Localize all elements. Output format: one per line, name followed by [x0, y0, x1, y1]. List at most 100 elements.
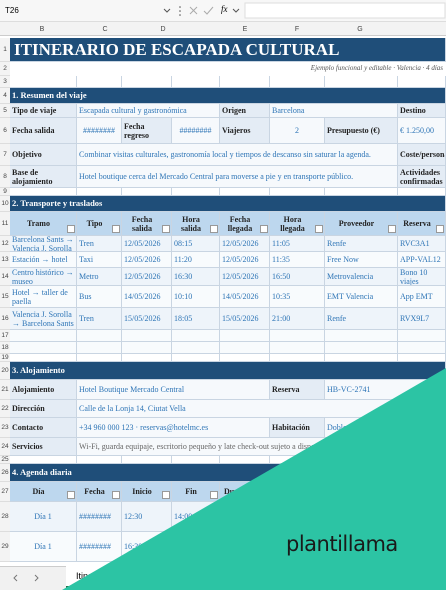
empty-cell[interactable]	[270, 354, 325, 362]
table-cell[interactable]: Estación → hotel	[10, 252, 77, 268]
filter-button[interactable]	[67, 225, 75, 233]
empty-cell[interactable]	[10, 342, 77, 354]
empty-cell[interactable]	[398, 456, 446, 464]
empty-cell[interactable]	[10, 76, 77, 88]
table-cell[interactable]: Valencia J. Sorolla → Barcelona Sants	[10, 308, 77, 330]
empty-cell[interactable]	[122, 76, 172, 88]
sheet-subtitle[interactable]: Ejemplo funcional y editable · Valencia …	[10, 62, 446, 76]
empty-cell[interactable]	[398, 354, 446, 362]
empty-cell[interactable]	[77, 188, 122, 196]
field-label[interactable]: Fecha salida	[10, 118, 77, 144]
table-cell[interactable]: RVX9L7	[398, 308, 446, 330]
table-cell[interactable]	[325, 502, 398, 532]
table-cell[interactable]: 11:35	[270, 252, 325, 268]
table-cell[interactable]: Tren	[77, 308, 122, 330]
field-label[interactable]: Tipo de viaje	[10, 104, 77, 118]
field-label[interactable]: Base de alojamiento	[10, 166, 77, 188]
table-cell[interactable]: Metro	[77, 268, 122, 286]
filter-button[interactable]	[162, 491, 170, 499]
field-value[interactable]: Combinar visitas culturales, gastronomía…	[77, 144, 398, 166]
table-cell[interactable]: App EMT	[398, 286, 446, 308]
empty-cell[interactable]	[10, 456, 77, 464]
filter-button[interactable]	[67, 491, 75, 499]
empty-cell[interactable]	[172, 456, 220, 464]
field-label[interactable]: Fecha regreso	[122, 118, 172, 144]
table-cell[interactable]: 14/05/2026	[220, 286, 270, 308]
table-cell[interactable]: APP-VAL12	[398, 252, 446, 268]
empty-cell[interactable]	[122, 330, 172, 342]
filter-button[interactable]	[210, 225, 218, 233]
table-cell[interactable]: 15/05/2026	[220, 308, 270, 330]
filter-button[interactable]	[162, 225, 170, 233]
table-cell[interactable]: 10:35	[270, 286, 325, 308]
empty-cell[interactable]	[220, 456, 270, 464]
empty-cell[interactable]	[220, 342, 270, 354]
field-value[interactable]: Calle de la Lonja 14, Ciutat Vella	[77, 400, 446, 418]
empty-cell[interactable]	[122, 354, 172, 362]
field-value[interactable]: ########	[172, 118, 220, 144]
empty-cell[interactable]	[270, 188, 325, 196]
field-label[interactable]: Actividades confirmadas	[398, 166, 446, 188]
field-value[interactable]: € 1.250,00	[398, 118, 446, 144]
section-heading[interactable]: 3. Alojamiento	[10, 362, 446, 380]
empty-cell[interactable]	[77, 342, 122, 354]
table-cell[interactable]: 10:10	[172, 286, 220, 308]
empty-cell[interactable]	[270, 342, 325, 354]
table-cell[interactable]: Renfe	[325, 308, 398, 330]
table-header[interactable]	[325, 482, 398, 502]
empty-cell[interactable]	[398, 342, 446, 354]
table-header[interactable]	[270, 482, 325, 502]
table-cell[interactable]	[270, 502, 325, 532]
table-cell[interactable]	[220, 502, 270, 532]
field-value[interactable]: Barcelona	[270, 104, 398, 118]
table-cell[interactable]: 08:15	[172, 236, 220, 252]
empty-cell[interactable]	[220, 354, 270, 362]
empty-cell[interactable]	[172, 342, 220, 354]
field-label[interactable]: Alojamiento	[10, 380, 77, 400]
table-header[interactable]: Proveedor	[325, 212, 398, 236]
field-value[interactable]: +34 960 000 123 · reservas@hotelmc.es	[77, 418, 270, 438]
table-cell[interactable]: Hotel → taller de paella	[10, 286, 77, 308]
table-cell[interactable]: Metrovalencia	[325, 268, 398, 286]
table-cell[interactable]	[172, 532, 220, 562]
filter-button[interactable]	[112, 225, 120, 233]
table-cell[interactable]	[398, 502, 446, 532]
empty-cell[interactable]	[398, 188, 446, 196]
table-cell[interactable]: 12:30	[122, 502, 172, 532]
table-cell[interactable]: 21:00	[270, 308, 325, 330]
filter-button[interactable]	[260, 491, 268, 499]
empty-cell[interactable]	[10, 354, 77, 362]
field-label[interactable]: Habitación	[270, 418, 325, 438]
sheet-title[interactable]: ITINERARIO DE ESCAPADA CULTURAL	[10, 38, 446, 62]
empty-cell[interactable]	[77, 456, 122, 464]
table-cell[interactable]: 12/05/2026	[122, 268, 172, 286]
filter-button[interactable]	[210, 491, 218, 499]
field-label[interactable]: Servicios	[10, 438, 77, 456]
empty-cell[interactable]	[220, 330, 270, 342]
table-cell[interactable]: Free Now	[325, 252, 398, 268]
table-cell[interactable]: Renfe	[325, 236, 398, 252]
table-cell[interactable]: Taxi	[77, 252, 122, 268]
field-value[interactable]: 2	[270, 118, 325, 144]
filter-button[interactable]	[388, 225, 396, 233]
table-cell[interactable]: 14/05/2026	[122, 286, 172, 308]
table-cell[interactable]: 12/05/2026	[220, 268, 270, 286]
field-label[interactable]: Destino	[398, 104, 446, 118]
filter-button[interactable]	[436, 225, 444, 233]
field-label[interactable]: Reserva	[270, 380, 325, 400]
empty-cell[interactable]	[122, 188, 172, 196]
field-label[interactable]: Viajeros	[220, 118, 270, 144]
filter-button[interactable]	[112, 491, 120, 499]
table-header[interactable]: Tipo	[77, 212, 122, 236]
table-cell[interactable]: 11:20	[172, 252, 220, 268]
empty-cell[interactable]	[77, 76, 122, 88]
field-value[interactable]: Doble	[325, 418, 446, 438]
field-label[interactable]: Dirección	[10, 400, 77, 418]
table-cell[interactable]: 12/05/2026	[122, 236, 172, 252]
empty-cell[interactable]	[122, 342, 172, 354]
field-value[interactable]: Hotel boutique cerca del Mercado Central…	[77, 166, 398, 188]
table-cell[interactable]: Día 1	[10, 532, 77, 562]
field-label[interactable]: Origen	[220, 104, 270, 118]
empty-cell[interactable]	[398, 330, 446, 342]
empty-cell[interactable]	[172, 354, 220, 362]
